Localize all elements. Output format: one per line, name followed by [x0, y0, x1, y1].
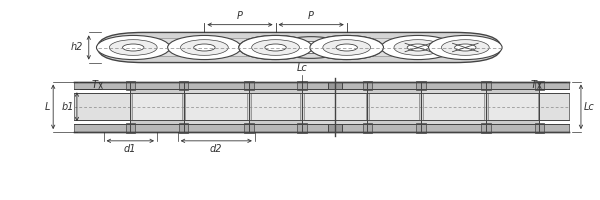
Bar: [244, 123, 254, 133]
Bar: [535, 123, 544, 133]
Circle shape: [109, 40, 157, 55]
Circle shape: [181, 40, 228, 55]
Circle shape: [239, 35, 313, 60]
Ellipse shape: [277, 37, 345, 58]
Bar: [416, 81, 425, 90]
Circle shape: [442, 40, 489, 55]
Bar: [74, 82, 569, 89]
Bar: [488, 93, 538, 120]
Circle shape: [394, 40, 442, 55]
FancyBboxPatch shape: [98, 32, 501, 63]
Bar: [298, 81, 307, 90]
Bar: [486, 89, 539, 124]
Bar: [244, 81, 254, 90]
Bar: [249, 89, 302, 124]
Bar: [125, 81, 135, 90]
Circle shape: [428, 35, 502, 60]
Bar: [363, 81, 372, 90]
Bar: [184, 89, 249, 124]
FancyBboxPatch shape: [104, 38, 495, 57]
Text: b1: b1: [61, 102, 74, 112]
Bar: [481, 123, 491, 133]
Bar: [125, 123, 135, 133]
Bar: [369, 93, 419, 120]
Circle shape: [265, 44, 286, 51]
Bar: [185, 93, 247, 120]
Bar: [302, 89, 367, 124]
Text: d1: d1: [124, 144, 137, 154]
Bar: [130, 89, 184, 124]
Bar: [421, 89, 486, 124]
Bar: [132, 93, 182, 120]
Text: Lc: Lc: [297, 63, 308, 73]
Bar: [363, 123, 372, 133]
Circle shape: [122, 44, 144, 51]
Text: P: P: [308, 11, 314, 21]
Circle shape: [251, 40, 299, 55]
Circle shape: [310, 35, 383, 60]
Bar: [328, 82, 342, 89]
Bar: [422, 93, 484, 120]
Text: Lc: Lc: [584, 102, 595, 112]
Circle shape: [455, 44, 476, 51]
Bar: [179, 123, 188, 133]
Bar: [74, 93, 569, 120]
Bar: [74, 124, 569, 132]
Circle shape: [167, 35, 241, 60]
Circle shape: [407, 44, 428, 51]
Circle shape: [336, 44, 358, 51]
Bar: [416, 123, 425, 133]
Circle shape: [381, 35, 455, 60]
Bar: [298, 123, 307, 133]
Bar: [251, 93, 301, 120]
Circle shape: [310, 35, 383, 60]
Text: T: T: [92, 80, 98, 90]
Ellipse shape: [293, 42, 330, 53]
Circle shape: [97, 35, 170, 60]
Circle shape: [239, 35, 313, 60]
Circle shape: [194, 44, 215, 51]
Text: d2: d2: [210, 144, 223, 154]
Text: L: L: [45, 102, 50, 112]
Circle shape: [336, 44, 358, 51]
Text: P: P: [237, 11, 243, 21]
Bar: [304, 93, 365, 120]
Circle shape: [323, 40, 371, 55]
Bar: [367, 89, 421, 124]
Bar: [481, 81, 491, 90]
Circle shape: [323, 40, 371, 55]
Circle shape: [251, 40, 299, 55]
Text: h2: h2: [70, 43, 83, 52]
Bar: [535, 81, 544, 90]
Circle shape: [265, 44, 286, 51]
Bar: [328, 124, 342, 132]
Text: T: T: [530, 80, 536, 90]
Bar: [179, 81, 188, 90]
